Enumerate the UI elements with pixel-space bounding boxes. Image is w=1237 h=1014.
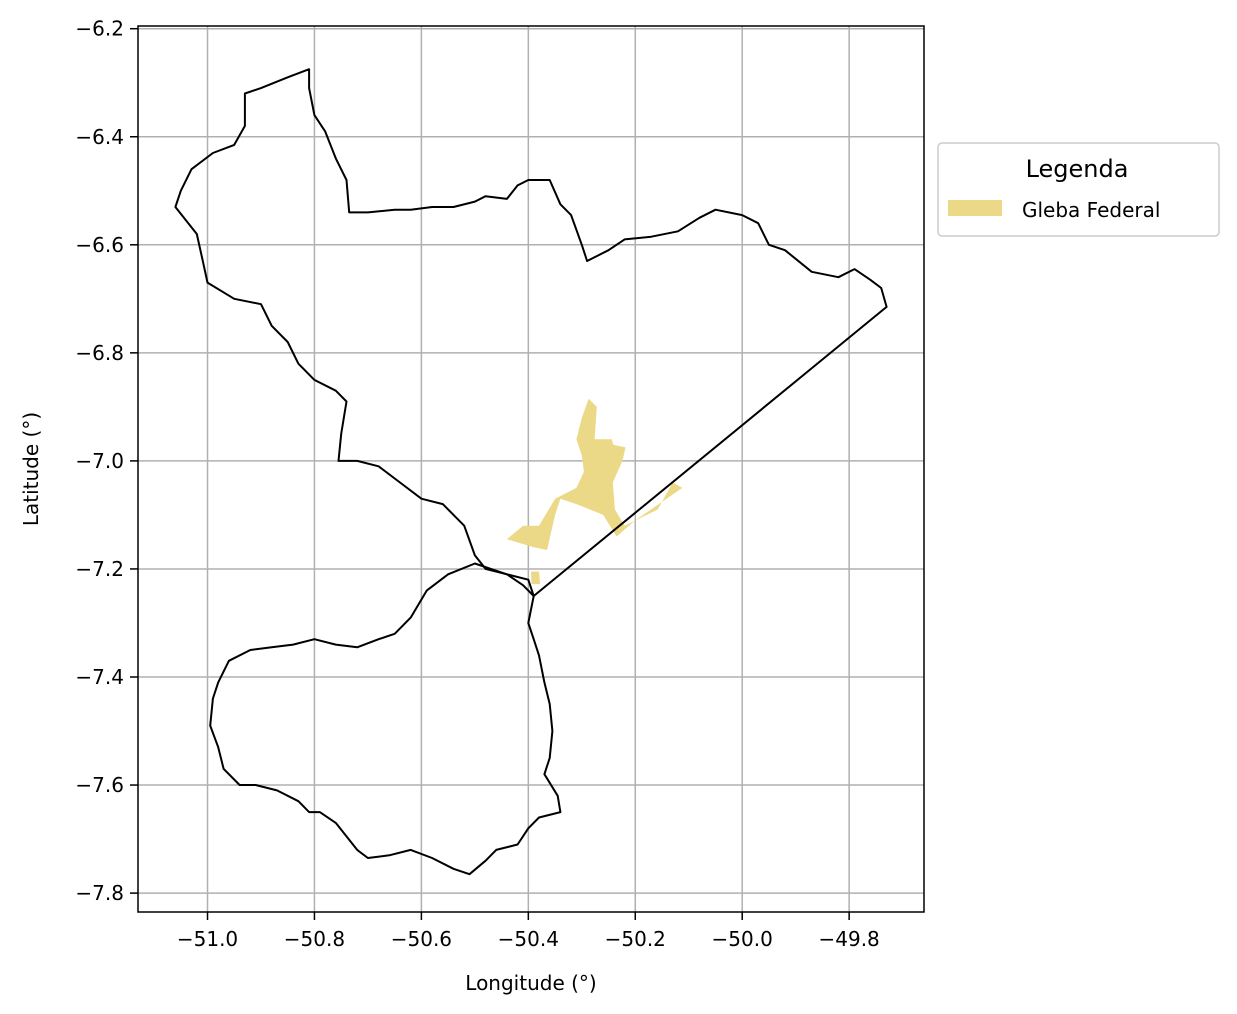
x-tick-label: −51.0 [177, 927, 238, 951]
x-tick-label: −50.4 [498, 927, 559, 951]
legend-swatch-gleba-federal [948, 200, 1002, 216]
y-tick-label: −7.2 [75, 557, 124, 581]
y-tick-label: −6.6 [75, 233, 124, 257]
grid [138, 26, 924, 912]
y-tick-label: −6.8 [75, 341, 124, 365]
legend: Legenda Gleba Federal [937, 142, 1220, 237]
x-tick-label: −50.6 [391, 927, 452, 951]
x-axis-label: Longitude (°) [465, 971, 596, 995]
x-tick-label: −49.8 [818, 927, 879, 951]
municipality-boundary-north [174, 68, 888, 597]
y-tick-label: −7.4 [75, 665, 124, 689]
map-layers [174, 68, 888, 876]
plot-frame [137, 25, 925, 913]
legend-box [937, 142, 1220, 237]
y-tick-label: −7.0 [75, 449, 124, 473]
y-tick-label: −6.4 [75, 125, 124, 149]
y-tick-label: −7.8 [75, 881, 124, 905]
y-tick-label: −6.2 [75, 17, 124, 41]
y-axis-label: Latitude (°) [19, 412, 43, 526]
x-tick-label: −50.2 [605, 927, 666, 951]
axis-ticks: −51.0 −50.8 −50.6 −50.4 −50.2 −50.0 −49.8 −6.2 −… [75, 17, 879, 951]
x-tick-label: −50.0 [712, 927, 773, 951]
gleba-federal [506, 398, 683, 550]
legend-title: Legenda [1026, 155, 1129, 183]
legend-label-gleba-federal: Gleba Federal [1022, 198, 1160, 222]
gleba-federal-small [531, 571, 541, 585]
y-tick-label: −7.6 [75, 773, 124, 797]
municipality-boundary-south [209, 562, 562, 876]
x-tick-label: −50.8 [284, 927, 345, 951]
